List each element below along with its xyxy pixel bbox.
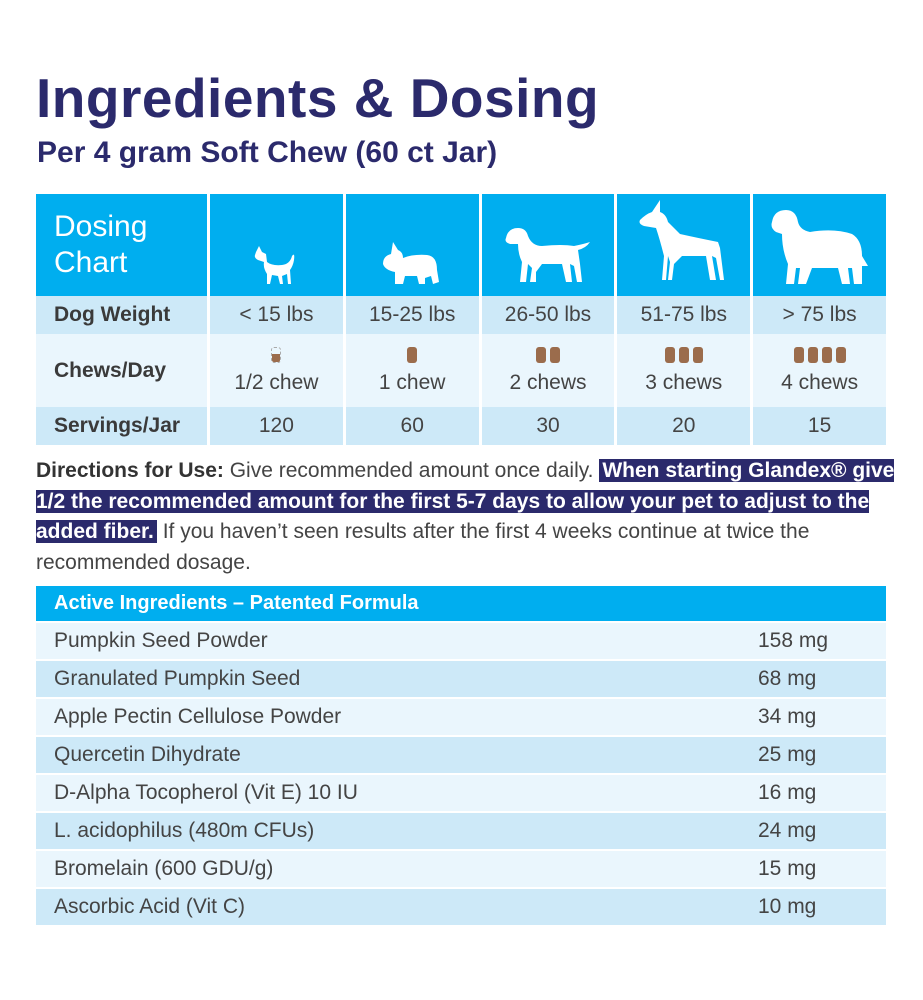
ingredient-row: Pumpkin Seed Powder 158 mg (36, 623, 886, 659)
chew-icon (807, 346, 818, 363)
ingredient-name: Ascorbic Acid (Vit C) (54, 895, 245, 918)
dog-weight-label: Dog Weight (36, 296, 207, 334)
servings-per-jar-value: 30 (481, 407, 615, 445)
chew-icon (678, 346, 689, 363)
chew-icon (407, 346, 418, 363)
ingredient-amount: 15 mg (758, 857, 817, 880)
half-chew-icon (271, 346, 282, 363)
chews-per-day-cell: 4 chews (753, 334, 886, 407)
ingredient-amount: 68 mg (758, 667, 817, 690)
ingredient-amount: 10 mg (758, 895, 817, 918)
servings-per-jar-label: Servings/Jar (36, 407, 207, 445)
ingredient-row: D-Alpha Tocopherol (Vit E) 10 IU 16 mg (36, 775, 886, 811)
ingredient-row: Quercetin Dihydrate 25 mg (36, 737, 886, 773)
ingredient-amount: 158 mg (758, 629, 829, 652)
dosing-chart: Dosing Chart Dog Weight < 15 lbs 15-25 lbs… (36, 194, 886, 445)
servings-per-jar-value: 120 (210, 407, 343, 445)
chews-per-day-cell: 3 chews (617, 334, 751, 407)
ingredient-row: Apple Pectin Cellulose Powder 34 mg (36, 699, 886, 735)
ingredient-name: Quercetin Dihydrate (54, 743, 241, 766)
chew-icon (664, 346, 675, 363)
ingredient-name: Bromelain (600 GDU/g) (54, 857, 274, 880)
chew-icon (821, 346, 832, 363)
ingredient-name: Pumpkin Seed Powder (54, 629, 268, 652)
ingredient-name: D-Alpha Tocopherol (Vit E) 10 IU (54, 781, 358, 804)
directions-text-continued: If you haven’t seen results after the fi… (36, 520, 810, 574)
ingredient-amount: 34 mg (758, 705, 817, 728)
newfoundland-icon (753, 194, 886, 296)
page-subtitle: Per 4 gram Soft Chew (60 ct Jar) (37, 136, 498, 169)
ingredient-amount: 16 mg (758, 781, 817, 804)
ingredient-name: Granulated Pumpkin Seed (54, 667, 301, 690)
chews-per-day-value: 4 chews (781, 370, 859, 394)
chew-icon (793, 346, 804, 363)
chews-per-day-cell: 1 chew (345, 334, 479, 407)
chew-icon (692, 346, 703, 363)
ingredient-row: Bromelain (600 GDU/g) 15 mg (36, 851, 886, 887)
bulldog-icon (345, 194, 479, 296)
ingredients-table: Active Ingredients – Patented Formula Pu… (36, 586, 886, 925)
chew-icon (535, 346, 546, 363)
ingredient-amount: 24 mg (758, 819, 817, 842)
ingredient-name: L. acidophilus (480m CFUs) (54, 819, 315, 842)
servings-per-jar-value: 15 (753, 407, 886, 445)
dog-weight-value: 26-50 lbs (481, 296, 615, 334)
chews-per-day-label: Chews/Day (36, 334, 207, 407)
page-title: Ingredients & Dosing (36, 67, 600, 129)
ingredient-row: Ascorbic Acid (Vit C) 10 mg (36, 889, 886, 925)
doberman-icon (617, 194, 751, 296)
servings-per-jar-value: 60 (345, 407, 479, 445)
labrador-icon (481, 194, 615, 296)
dog-weight-value: 15-25 lbs (345, 296, 479, 334)
dog-weight-value: > 75 lbs (753, 296, 886, 334)
chews-per-day-value: 1/2 chew (234, 370, 319, 394)
dosing-chart-heading: Dosing Chart (36, 194, 207, 296)
chews-per-day-value: 3 chews (645, 370, 723, 394)
dog-weight-value: 51-75 lbs (617, 296, 751, 334)
directions-text: Give recommended amount once daily. (223, 459, 600, 482)
chews-per-day-value: 2 chews (509, 370, 587, 394)
ingredient-name: Apple Pectin Cellulose Powder (54, 705, 342, 728)
chews-per-day-cell: 2 chews (481, 334, 615, 407)
servings-per-jar-value: 20 (617, 407, 751, 445)
directions-label: Directions for Use: (36, 459, 224, 482)
chew-icon (835, 346, 846, 363)
ingredient-amount: 25 mg (758, 743, 817, 766)
dog-weight-value: < 15 lbs (210, 296, 343, 334)
directions: Directions for Use: Give recommended amo… (36, 456, 896, 578)
chihuahua-icon (210, 194, 343, 296)
ingredient-row: L. acidophilus (480m CFUs) 24 mg (36, 813, 886, 849)
chews-per-day-value: 1 chew (378, 370, 446, 394)
chew-icon (549, 346, 560, 363)
ingredient-row: Granulated Pumpkin Seed 68 mg (36, 661, 886, 697)
chews-per-day-cell: 1/2 chew (210, 334, 343, 407)
ingredients-heading: Active Ingredients – Patented Formula (36, 586, 886, 621)
